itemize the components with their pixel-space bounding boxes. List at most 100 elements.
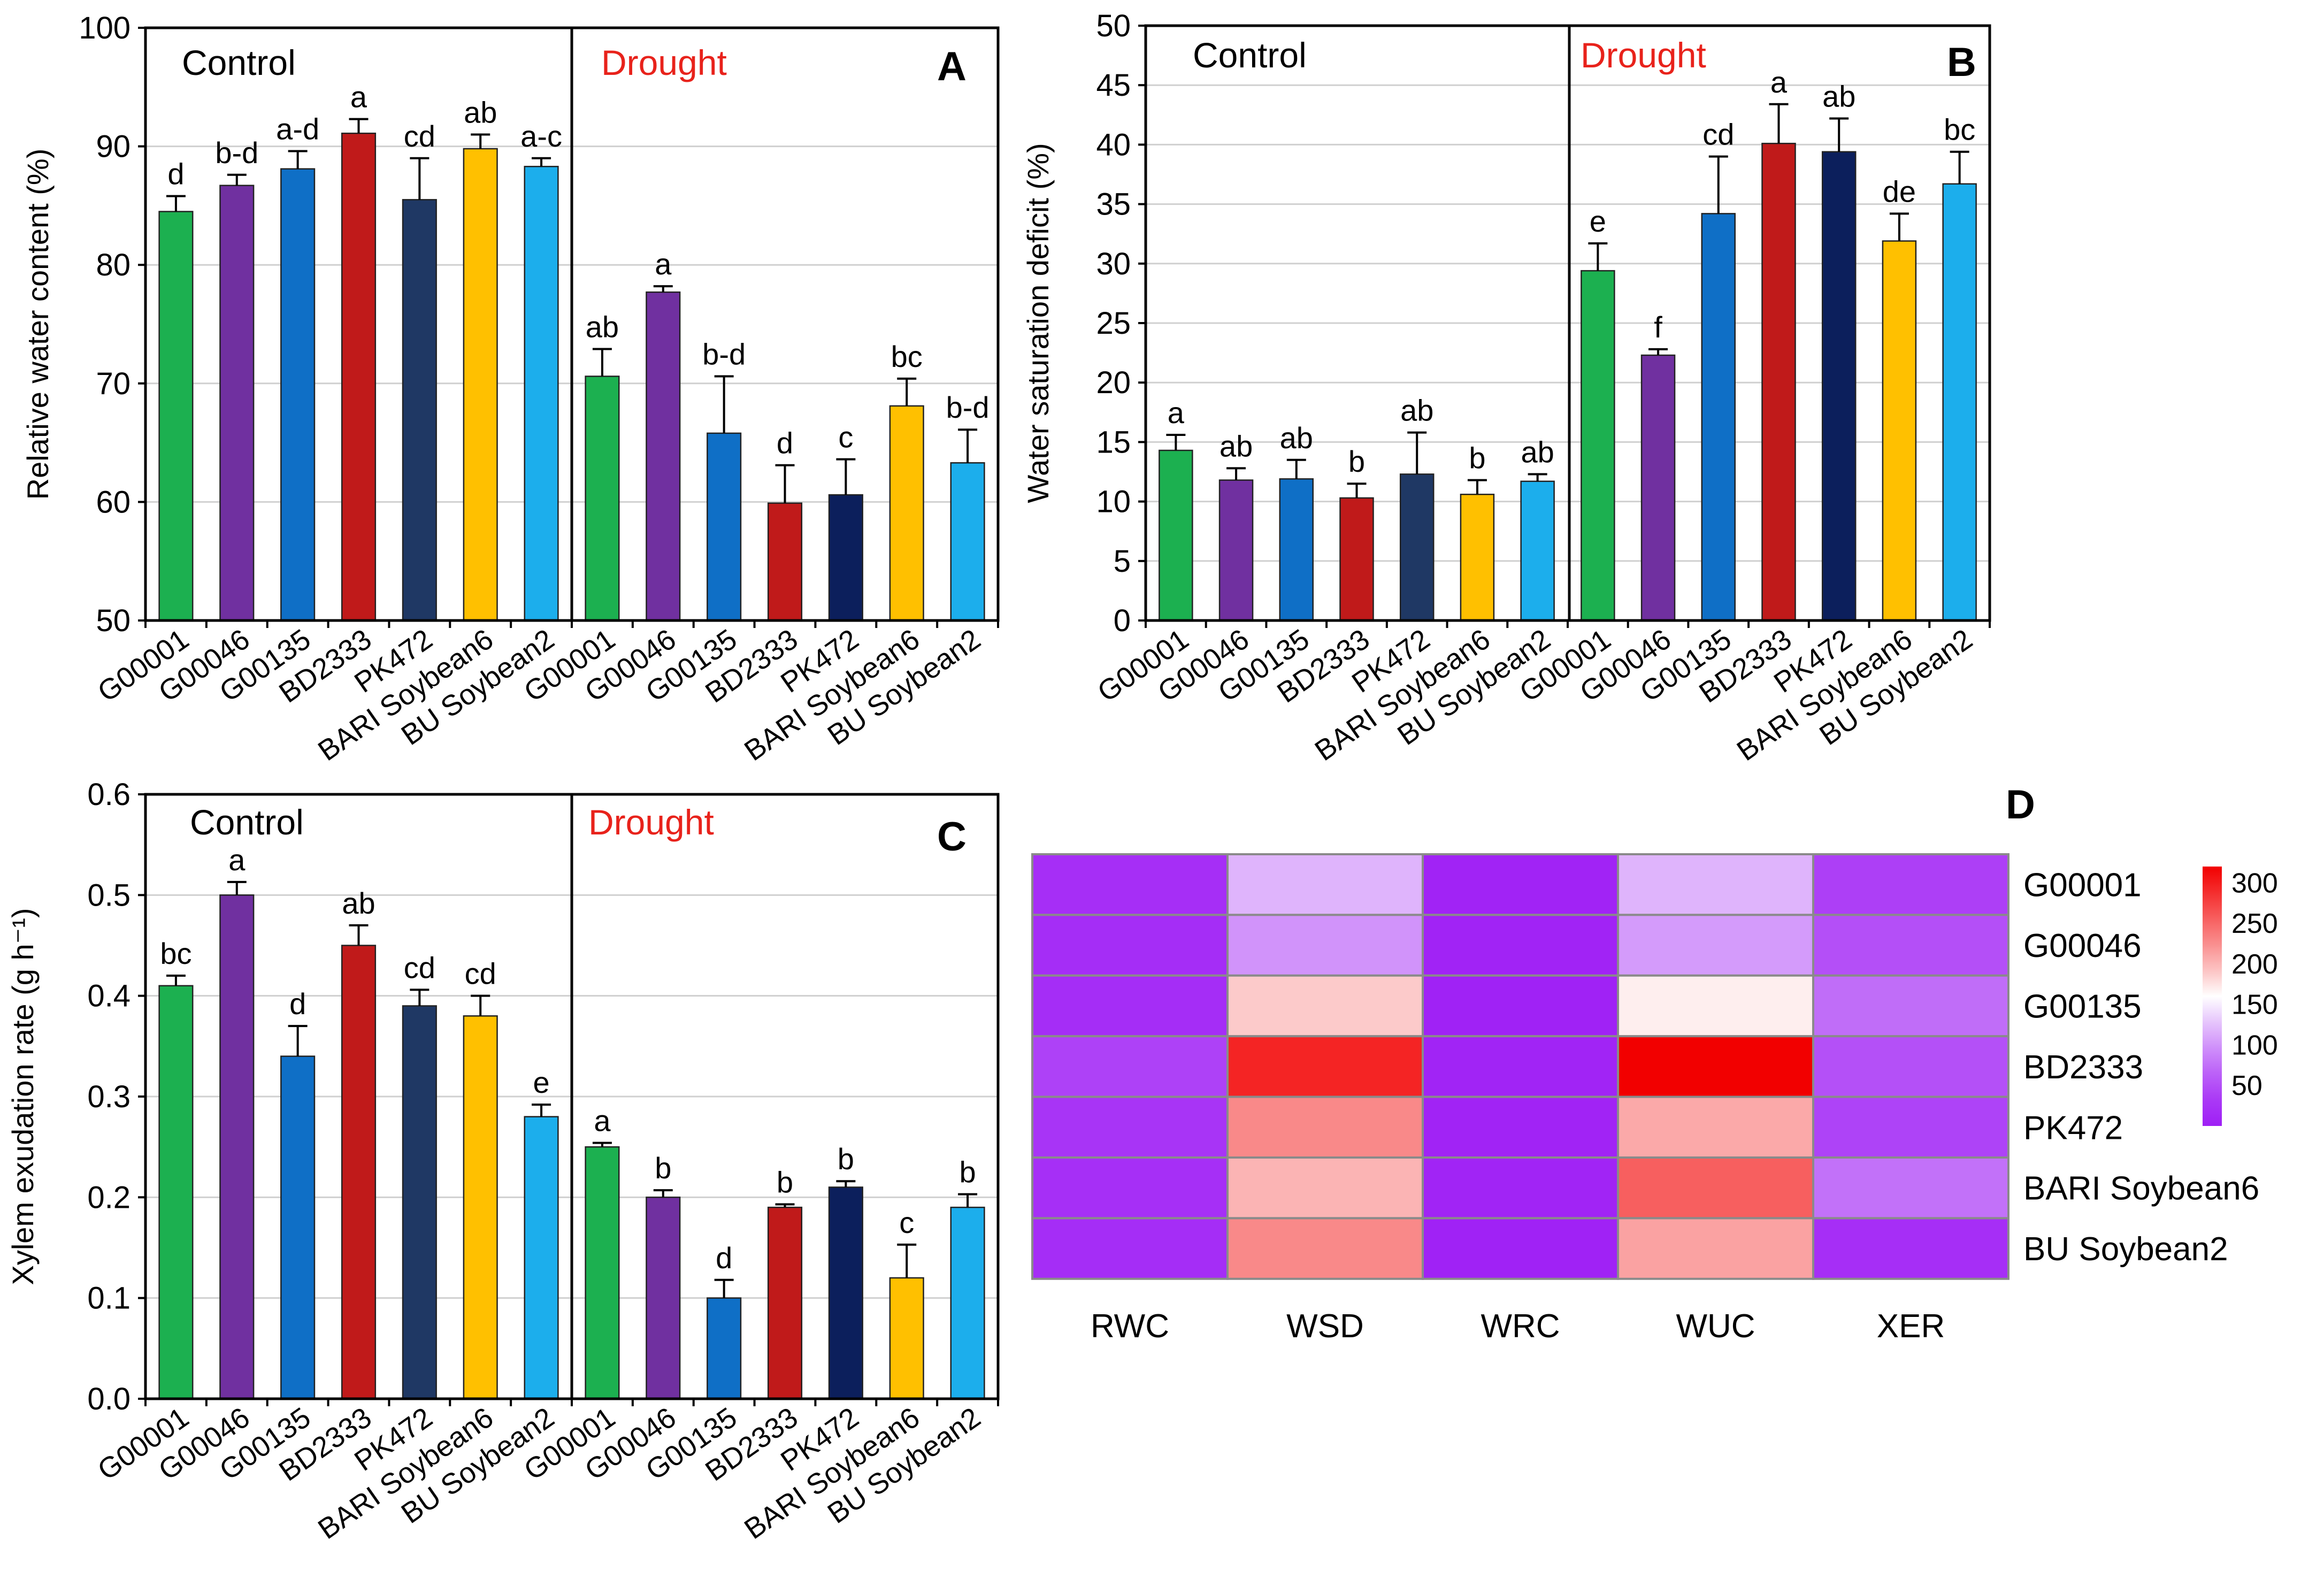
bar (889, 1277, 924, 1400)
bar (1159, 449, 1193, 622)
heatmap-cell (1617, 1095, 1814, 1159)
heatmap-cell (1812, 853, 2009, 916)
bar (646, 291, 681, 622)
heatmap-cell (1226, 974, 1424, 1038)
bar (341, 132, 377, 622)
significance-letter: a (1770, 65, 1788, 99)
heatmap-column-label: WUC (1676, 1308, 1755, 1345)
significance-letter: b (838, 1142, 854, 1176)
y-tick-label: 50 (1096, 9, 1131, 43)
heatmap-cell (1226, 1217, 1424, 1280)
bar (1640, 354, 1676, 622)
significance-letter: c (838, 420, 853, 454)
group-label-drought: Drought (588, 802, 714, 842)
heatmap-column-label: WRC (1481, 1308, 1560, 1345)
bar (280, 1055, 316, 1400)
bar (1399, 473, 1435, 622)
significance-letter: e (1590, 204, 1606, 238)
heatmap-cell (1617, 853, 1814, 916)
heatmap-cell (1031, 1217, 1229, 1280)
heatmap-cell (1812, 974, 2009, 1038)
y-tick-label: 0.5 (87, 878, 131, 913)
heatmap-cell (1422, 1095, 1619, 1159)
heatmap-cell (1031, 1156, 1229, 1220)
bar (585, 375, 620, 622)
bar (1942, 183, 1977, 622)
panel-c-xylem-exudation-rate: 0.0 0.1 0.2 0.3 0.4 0.5 0.6 Xylem exudation rat… (6, 777, 1000, 1545)
bar (402, 1005, 437, 1400)
significance-letter: ab (1521, 435, 1554, 469)
heatmap-row-label: G00135 (2023, 988, 2142, 1025)
significance-letter: a (655, 247, 672, 281)
y-tick-label: 0.2 (87, 1180, 131, 1215)
significance-letter: a (1168, 396, 1185, 430)
y-tick-label: 0.1 (87, 1281, 131, 1316)
heatmap-cell (1812, 914, 2009, 977)
bar (1761, 142, 1796, 622)
significance-letter: f (1654, 310, 1662, 344)
heatmap-cell (1812, 1217, 2009, 1280)
y-tick-label: 100 (79, 11, 131, 45)
y-tick-label: 0 (1114, 603, 1131, 638)
panel-letter-c: C (937, 814, 967, 860)
bar (463, 1015, 498, 1400)
group-label-control: Control (182, 43, 296, 82)
heatmap-row-label: BD2333 (2023, 1049, 2143, 1086)
bar (1581, 270, 1615, 622)
bar (219, 185, 255, 622)
significance-letter: d (167, 157, 184, 191)
heatmap-cell (1031, 1095, 1229, 1159)
colorbar-tick-label: 50 (2231, 1070, 2262, 1101)
significance-letter: c (899, 1206, 914, 1239)
y-axis-label: Xylem exudation rate (g h⁻¹) (6, 908, 40, 1285)
bar (524, 166, 559, 622)
significance-letter: d (777, 426, 793, 460)
heatmap-cell (1617, 914, 1814, 977)
colorbar-tick-label: 100 (2231, 1030, 2278, 1061)
bar (402, 199, 437, 622)
heatmap-column-label: WSD (1286, 1308, 1364, 1345)
significance-letter: ab (1822, 79, 1855, 113)
significance-letter: d (289, 987, 306, 1021)
bar (524, 1116, 559, 1400)
y-tick-label: 15 (1096, 425, 1131, 459)
significance-letter: bc (891, 340, 923, 373)
bar (1520, 480, 1555, 622)
significance-letter: b (1348, 445, 1365, 478)
heatmap-cell (1226, 853, 1424, 916)
significance-letter: ab (1400, 394, 1433, 427)
y-tick-label: 35 (1096, 187, 1131, 222)
bar (1460, 494, 1495, 622)
heatmap-cell (1031, 853, 1229, 916)
heatmap-column-label: XER (1877, 1308, 1945, 1345)
bar (707, 1297, 742, 1400)
y-tick-label: 10 (1096, 485, 1131, 519)
colorbar-tick-label: 300 (2231, 868, 2278, 899)
bar (1339, 497, 1374, 622)
significance-letter: b (777, 1166, 793, 1199)
bar (767, 502, 803, 622)
bar (1218, 479, 1254, 622)
y-tick-label: 50 (96, 603, 131, 638)
heatmap-cell (1031, 914, 1229, 977)
significance-letter: ab (464, 95, 497, 129)
bar (219, 894, 255, 1400)
significance-letter: ab (586, 310, 619, 344)
y-tick-label: 80 (96, 248, 131, 282)
colorbar-tick-label: 150 (2231, 990, 2278, 1021)
colorbar-tick-label: 250 (2231, 908, 2278, 939)
significance-letter: a-c (520, 119, 562, 153)
heatmap-cell (1226, 1035, 1424, 1098)
significance-letter: e (533, 1066, 549, 1099)
y-tick-label: 0.0 (87, 1382, 131, 1416)
y-tick-label: 40 (1096, 127, 1131, 162)
heatmap-cell (1422, 914, 1619, 977)
significance-letter: bc (1944, 113, 1975, 147)
significance-letter: b-d (215, 136, 258, 170)
heatmap-cell (1226, 1095, 1424, 1159)
significance-letter: de (1883, 174, 1916, 208)
bar (463, 148, 498, 622)
significance-letter: b (1469, 441, 1485, 475)
y-tick-label: 0.6 (87, 777, 131, 812)
bar (707, 432, 742, 622)
